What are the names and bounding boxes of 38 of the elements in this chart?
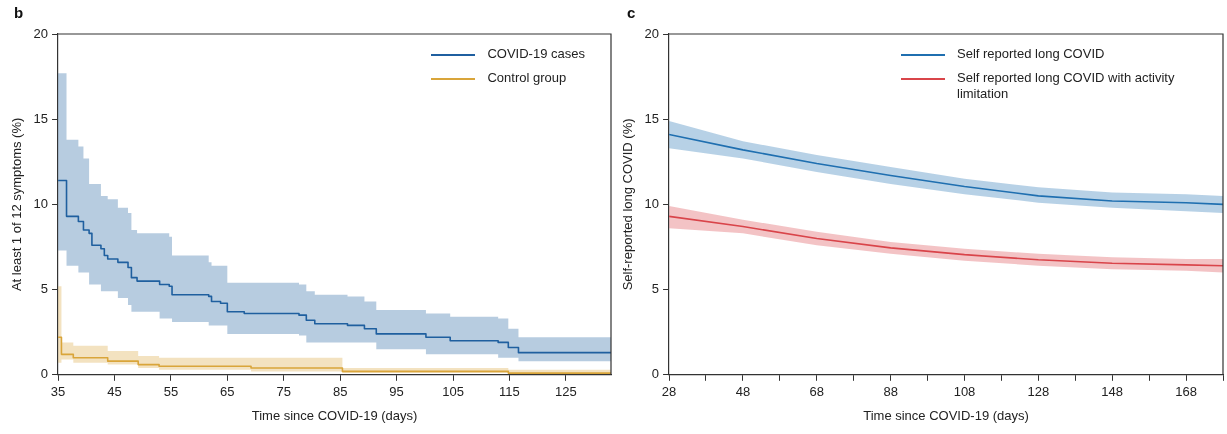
legend-label: COVID-19 cases <box>487 46 585 62</box>
x-tick-label: 125 <box>555 384 577 400</box>
x-tick-label: 85 <box>332 384 348 400</box>
x-tick-label: 68 <box>809 384 825 400</box>
x-tick-label: 48 <box>735 384 751 400</box>
x-tick-label: 35 <box>50 384 66 400</box>
x-axis-title: Time since COVID-19 (days) <box>251 407 418 423</box>
y-tick-label: 5 <box>651 281 660 297</box>
y-tick-label: 10 <box>33 195 49 211</box>
legend-label: Self reported long COVID with activity limitation <box>957 70 1176 102</box>
x-axis-title: Time since COVID-19 (days) <box>863 407 1029 423</box>
y-tick-label: 15 <box>644 110 660 126</box>
x-tick-label: 105 <box>442 384 464 400</box>
x-tick-label: 128 <box>1027 384 1050 400</box>
y-tick-label: 0 <box>40 366 49 382</box>
x-tick-label: 45 <box>107 384 122 400</box>
y-tick-label: 20 <box>33 25 49 41</box>
chart-title: c <box>627 4 636 21</box>
y-tick-label: 15 <box>33 110 49 126</box>
y-tick-label: 20 <box>644 25 660 41</box>
legend-label: Control group <box>487 70 567 86</box>
x-tick-label: 168 <box>1175 384 1197 400</box>
x-tick-label: 148 <box>1101 384 1124 400</box>
x-tick-label: 115 <box>499 384 520 400</box>
chart-title: b <box>14 4 24 21</box>
x-tick-label: 28 <box>661 384 677 400</box>
x-tick-label: 88 <box>883 384 898 400</box>
x-tick-label: 95 <box>389 384 404 400</box>
x-tick-label: 108 <box>953 384 976 400</box>
y-tick-label: 0 <box>651 366 660 382</box>
legend-label: Self reported long COVID <box>957 46 1105 62</box>
x-tick-label: 65 <box>220 384 235 400</box>
y-tick-label: 10 <box>644 195 660 211</box>
x-tick-label: 55 <box>163 384 179 400</box>
y-tick-label: 5 <box>40 281 49 297</box>
y-axis-title: At least 1 of 12 symptoms (%) <box>9 117 25 292</box>
x-tick-label: 75 <box>276 384 291 400</box>
y-axis-title: Self-reported long COVID (%) <box>620 118 636 291</box>
